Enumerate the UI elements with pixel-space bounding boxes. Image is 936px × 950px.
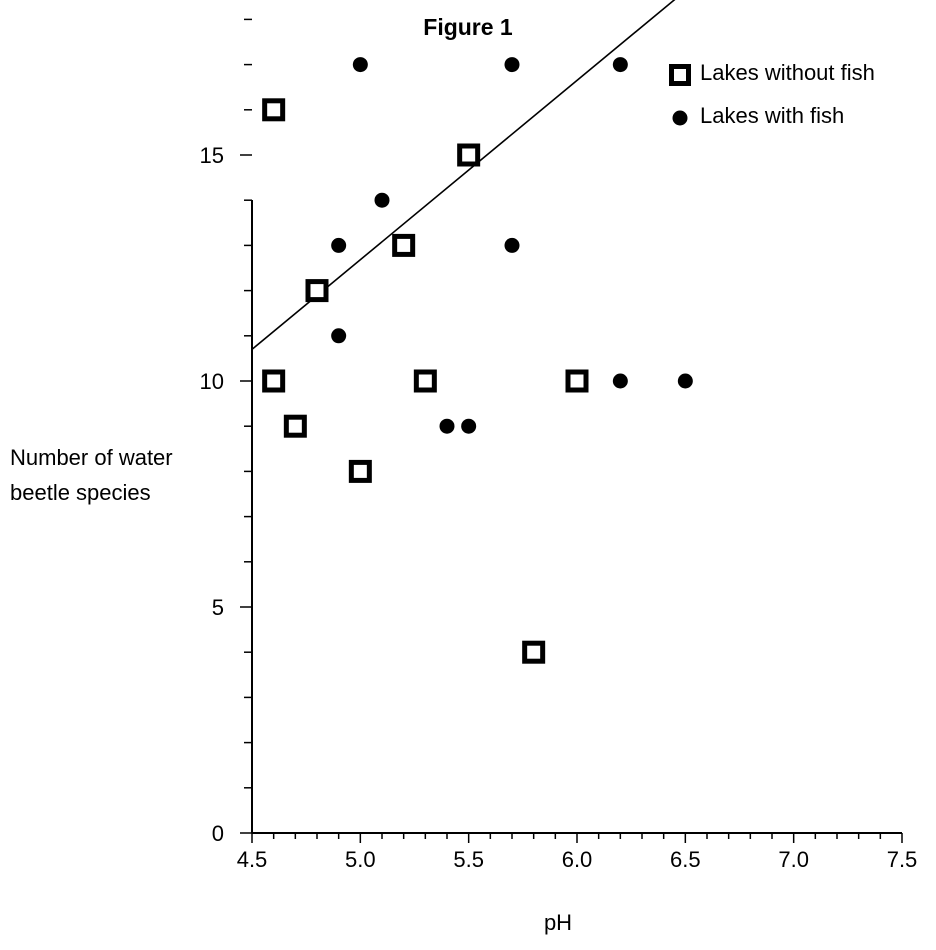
legend-label: Lakes without fish (700, 60, 875, 85)
hollow-square-icon (669, 64, 691, 86)
x-tick-label: 7.0 (778, 847, 809, 872)
data-point-without-fish (283, 414, 307, 438)
data-point-without-fish (457, 143, 481, 167)
data-point-without-fish (413, 369, 437, 393)
x-tick-label: 5.5 (453, 847, 484, 872)
data-point-without-fish (262, 98, 286, 122)
legend: Lakes without fish Lakes with fish (660, 58, 936, 144)
legend-item-lakes-with-fish: Lakes with fish (660, 101, 936, 135)
data-point-with-fish (504, 57, 520, 73)
data-point-with-fish (677, 373, 693, 389)
data-point-with-fish (612, 57, 628, 73)
data-point-without-fish (262, 369, 286, 393)
data-point-with-fish (374, 192, 390, 208)
data-point-without-fish (305, 279, 329, 303)
x-tick-label: 5.0 (345, 847, 376, 872)
data-point-without-fish (348, 459, 372, 483)
x-tick-label: 4.5 (237, 847, 268, 872)
y-tick-label: 15 (200, 143, 224, 168)
data-point-with-fish (612, 373, 628, 389)
figure-title: Figure 1 (423, 14, 513, 40)
y-tick-label: 5 (212, 595, 224, 620)
filled-circle-icon (672, 110, 688, 126)
data-point-with-fish (504, 237, 520, 253)
x-tick-label: 7.5 (887, 847, 918, 872)
trend-line (251, 0, 676, 350)
x-tick-label: 6.5 (670, 847, 701, 872)
data-point-with-fish (461, 418, 477, 434)
data-point-with-fish (331, 328, 347, 344)
data-point-with-fish (439, 418, 455, 434)
y-tick-label: 0 (212, 821, 224, 846)
legend-label: Lakes with fish (700, 103, 845, 128)
data-point-without-fish (392, 233, 416, 257)
x-axis-label: pH (543, 910, 573, 935)
data-point-with-fish (331, 237, 347, 253)
data-point-without-fish (565, 369, 589, 393)
y-axis-label: Number of water beetle species (10, 445, 173, 505)
y-tick-label: 10 (200, 369, 224, 394)
x-tick-label: 6.0 (562, 847, 593, 872)
data-point-without-fish (522, 640, 546, 664)
data-point-with-fish (352, 57, 368, 73)
legend-item-lakes-without-fish: Lakes without fish (660, 58, 936, 92)
